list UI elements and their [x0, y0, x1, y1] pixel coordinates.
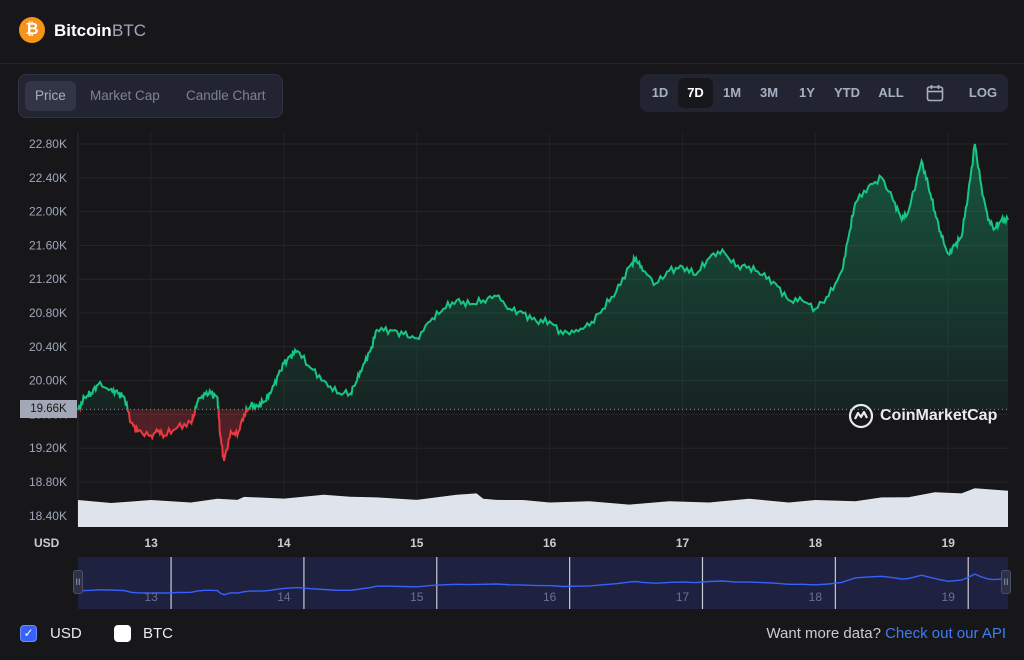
btc-label: BTC [143, 625, 173, 642]
x-tick-label: 17 [676, 536, 690, 550]
more-data-prompt: Want more data? [766, 625, 881, 642]
coin-name: Bitcoin [54, 21, 112, 40]
y-tick-label: 22.40K [29, 171, 67, 185]
x-tick-label: 15 [410, 536, 424, 550]
axis-unit-label: USD [34, 536, 60, 550]
navigator-tick-label: 17 [676, 590, 690, 604]
range-all-button[interactable]: ALL [878, 85, 904, 100]
price-fill-down [78, 409, 1008, 461]
tab-candle-chart[interactable]: Candle Chart [186, 88, 266, 103]
volume-series [78, 488, 1008, 527]
y-tick-label: 20.80K [29, 306, 67, 320]
range-ytd-button[interactable]: YTD [834, 85, 860, 100]
navigator-tick-label: 15 [410, 590, 424, 604]
range-7d-button[interactable]: 7D [678, 78, 713, 108]
price-series-line-up [77, 143, 1009, 410]
range-1d-button[interactable]: 1D [651, 85, 669, 100]
usd-checkbox[interactable]: ✓ [20, 625, 37, 642]
watermark-text: CoinMarketCap [880, 407, 998, 424]
tab-price[interactable]: Price [25, 81, 76, 111]
current-price-tag: 19.66K [20, 400, 77, 419]
more-data-text: Want more data? Check out our API [766, 625, 1006, 642]
x-tick-label: 18 [809, 536, 823, 550]
price-chart[interactable]: 22.80K 22.40K 22.00K 21.60K 21.20K 20.80K 20.4… [0, 125, 1024, 555]
time-range-selector: 1D 7D 1M 3M 1Y YTD ALL LOG [640, 74, 1008, 112]
navigator-tick-label: 14 [277, 590, 291, 604]
price-area-fill [78, 144, 1008, 461]
range-1y-button[interactable]: 1Y [799, 85, 815, 100]
navigator-price-line [78, 573, 1008, 596]
y-tick-label: 20.00K [29, 374, 67, 388]
y-axis-labels: 22.80K 22.40K 22.00K 21.60K 21.20K 20.80K 20.4… [29, 137, 67, 523]
y-tick-label: 21.20K [29, 272, 67, 286]
bitcoin-logo-icon: ₿ [19, 17, 45, 43]
watermark: CoinMarketCap [848, 402, 997, 430]
navigator-tick-label: 18 [809, 590, 823, 604]
range-3m-button[interactable]: 3M [759, 85, 779, 100]
y-tick-label: 21.60K [29, 238, 67, 252]
navigator-tick-label: 13 [144, 590, 158, 604]
tab-market-cap[interactable]: Market Cap [90, 88, 160, 103]
calendar-icon[interactable] [926, 84, 944, 102]
y-tick-label: 19.20K [29, 441, 67, 455]
y-tick-label: 22.00K [29, 205, 67, 219]
y-tick-label: 18.80K [29, 475, 67, 489]
x-tick-label: 13 [144, 536, 158, 550]
navigator-tick-label: 16 [543, 590, 557, 604]
chart-header: ₿ Bitcoin BTC [0, 0, 1024, 64]
api-link[interactable]: Check out our API [885, 625, 1006, 642]
navigator-tick-label: 19 [942, 590, 956, 604]
x-tick-label: 14 [277, 536, 291, 550]
range-navigator[interactable] [78, 557, 1008, 609]
x-tick-label: 19 [942, 536, 956, 550]
volume-area [78, 488, 1008, 527]
y-tick-label: 22.80K [29, 137, 67, 151]
x-tick-label: 16 [543, 536, 557, 550]
usd-label: USD [50, 625, 82, 642]
navigator-left-handle[interactable]: II [73, 570, 83, 594]
navigator-right-handle[interactable]: II [1001, 570, 1011, 594]
navigator-chart: 13 14 15 16 17 18 19 [78, 557, 1008, 609]
coin-symbol: BTC [112, 21, 146, 40]
price-fill-up [78, 144, 1008, 410]
y-tick-label: 20.40K [29, 340, 67, 354]
y-tick-label: 18.40K [29, 509, 67, 523]
chart-type-tabs: Price Market Cap Candle Chart [18, 74, 283, 118]
coinmarketcap-logo-icon [848, 403, 874, 429]
range-1m-button[interactable]: 1M [722, 85, 742, 100]
grid-lines [77, 133, 1008, 527]
price-line [77, 143, 1009, 462]
x-axis-labels: 13 14 15 16 17 18 19 [144, 536, 955, 550]
log-scale-button[interactable]: LOG [968, 85, 998, 100]
btc-checkbox[interactable] [114, 625, 131, 642]
